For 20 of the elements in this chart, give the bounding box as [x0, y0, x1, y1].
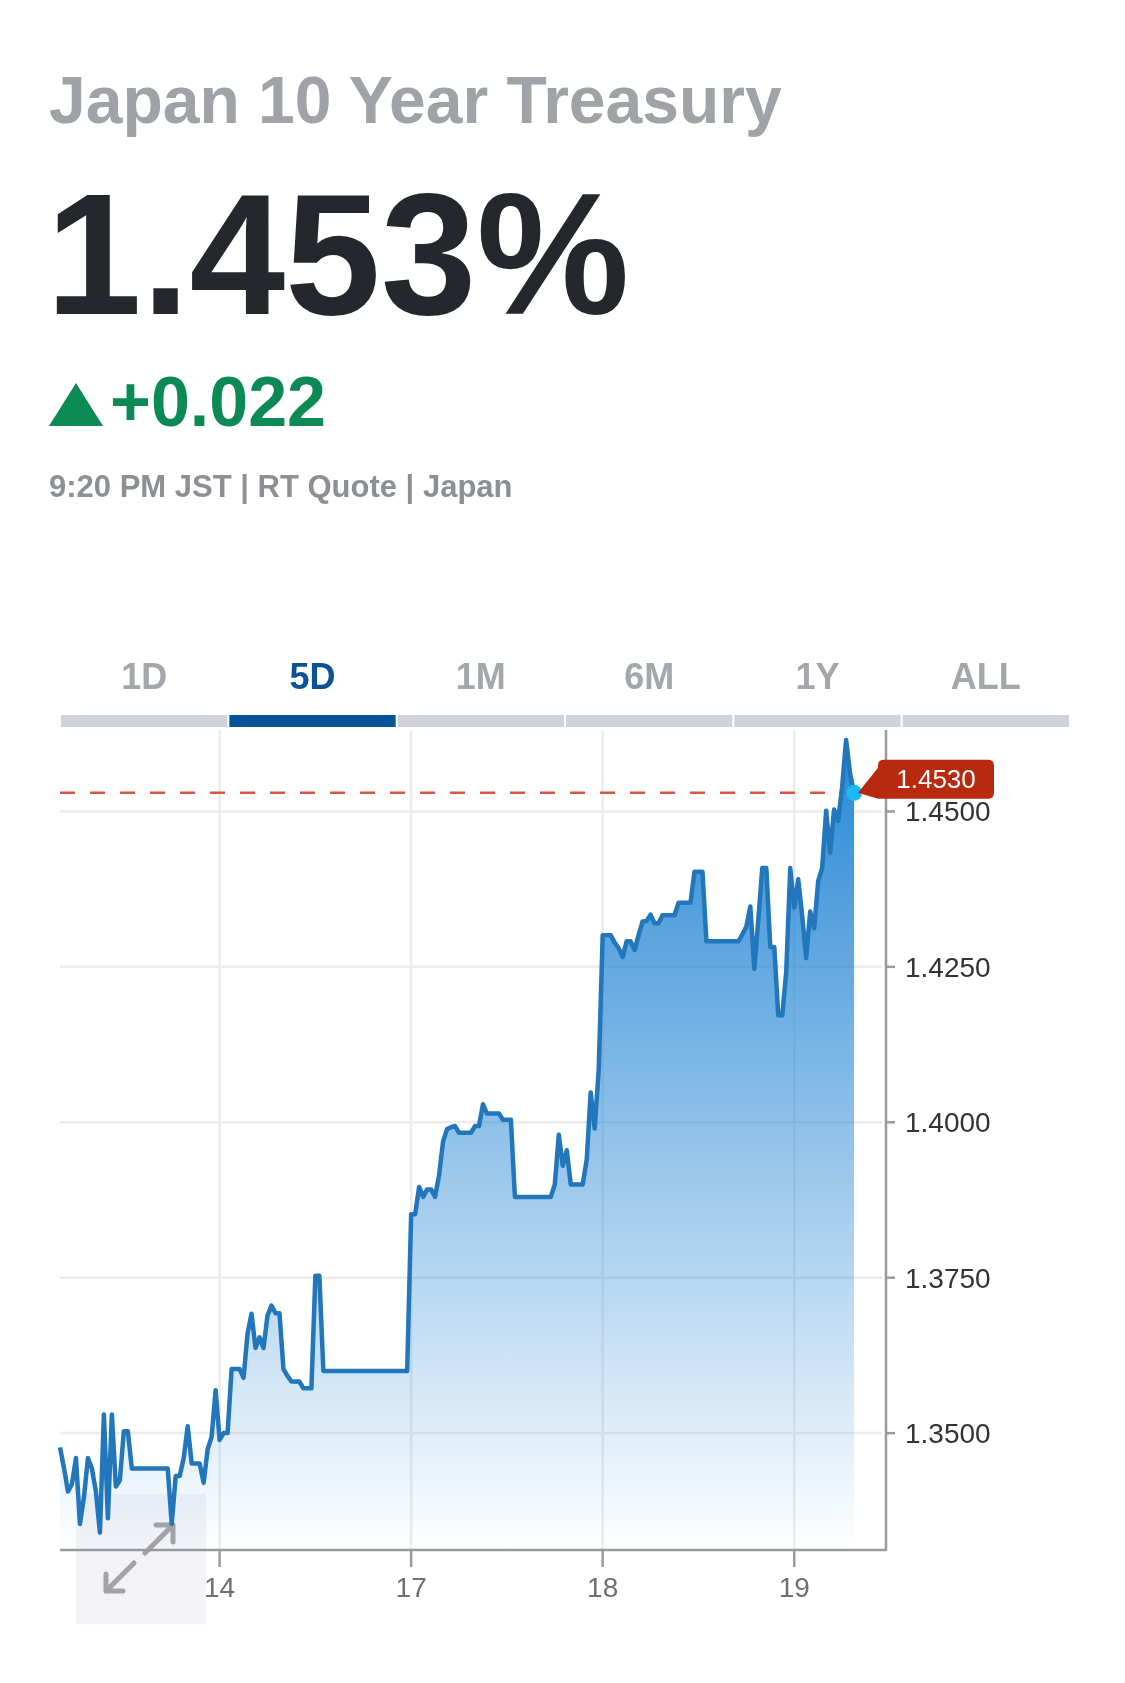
y-tick-label: 1.4250: [905, 951, 991, 983]
y-tick-label: 1.4500: [905, 795, 991, 827]
x-tick-label: 14: [204, 1572, 236, 1603]
y-tick-label: 1.3750: [905, 1262, 991, 1294]
x-tick-label: 19: [778, 1572, 810, 1603]
text: 6M: [624, 656, 675, 697]
text: 5D: [289, 656, 336, 697]
ref-line-label: 1.4530: [896, 764, 976, 795]
text: 9:20 PM JST | RT Quote | Japan: [49, 469, 513, 504]
x-tick-label: 18: [587, 1572, 619, 1603]
chart-subtitle: 1.453%: [46, 158, 630, 350]
y-tick-label: 1.4000: [905, 1106, 991, 1138]
text: 1M: [455, 656, 506, 697]
text: 1D: [121, 656, 168, 697]
y-tick-label: 1.3500: [905, 1417, 991, 1449]
text: 1Y: [795, 656, 840, 697]
text: ALL: [950, 656, 1021, 697]
chart-title: Japan 10 Year Treasury: [49, 63, 782, 137]
text: +0.022: [110, 363, 327, 441]
x-tick-label: 17: [395, 1572, 427, 1603]
